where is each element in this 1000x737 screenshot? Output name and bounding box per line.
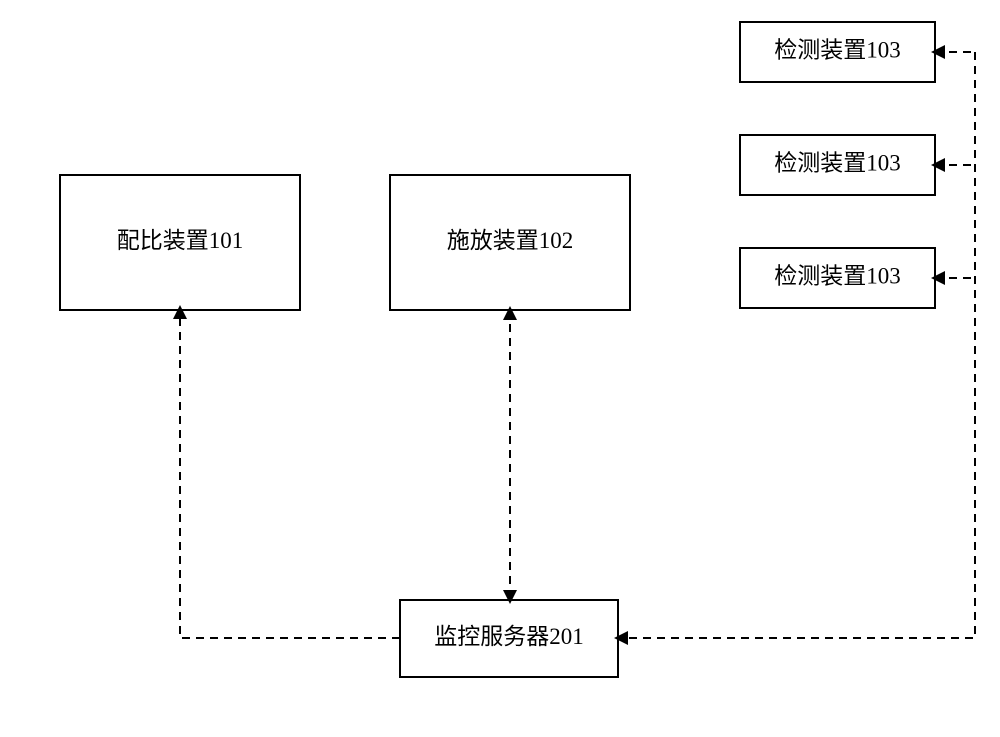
detect-device-3-label: 检测装置103 bbox=[774, 263, 901, 288]
edge-server-proportion bbox=[180, 310, 400, 638]
detect-device-2-label: 检测装置103 bbox=[774, 150, 901, 175]
proportion-device-label: 配比装置101 bbox=[117, 228, 244, 253]
release-device-label: 施放装置102 bbox=[447, 228, 574, 253]
monitor-server-label: 监控服务器201 bbox=[434, 624, 584, 649]
detect-device-1-label: 检测装置103 bbox=[774, 37, 901, 62]
